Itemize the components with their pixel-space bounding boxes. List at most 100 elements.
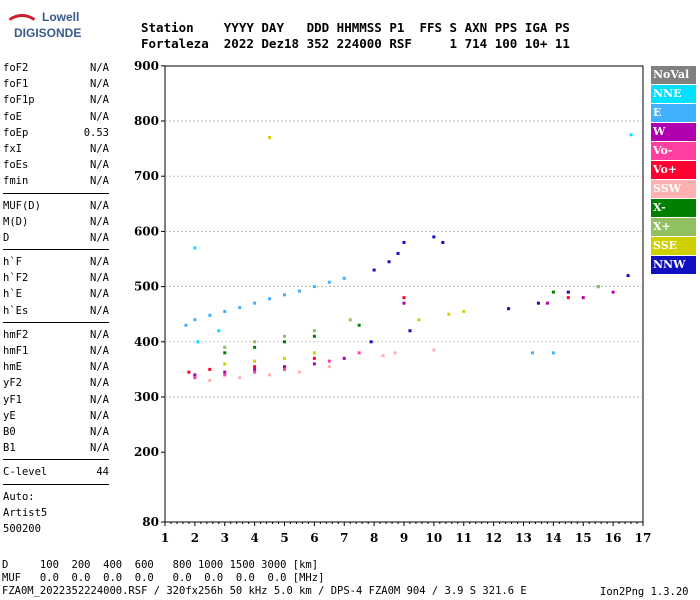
header-line1: Station YYYY DAY DDD HHMMSS P1 FFS S AXN…: [141, 20, 570, 35]
param-value: N/A: [90, 361, 109, 374]
param-row-md: M(D) N/A: [3, 214, 109, 230]
echo-point-vo: [283, 367, 286, 371]
echo-point-w: [342, 356, 346, 360]
param-name: h`Es: [3, 304, 29, 317]
auto-line1: Auto:: [3, 490, 35, 503]
x-tick-label-11: 11: [455, 531, 472, 545]
param-name: B1: [3, 442, 16, 455]
param-name: yF2: [3, 377, 22, 390]
param-name: h`E: [3, 288, 22, 301]
param-value: N/A: [90, 425, 109, 438]
echo-point-w: [193, 373, 197, 377]
auto-line2: Artist5: [3, 506, 48, 519]
echo-point-e: [253, 301, 257, 305]
echo-point-x: [596, 285, 600, 289]
param-name: hmF2: [3, 328, 29, 341]
param-name: foEp: [3, 126, 29, 139]
param-value: N/A: [90, 272, 109, 285]
x-tick-label-7: 7: [340, 531, 348, 545]
legend-item-nne: NNE: [651, 85, 696, 103]
legend-item-vo: Vo+: [651, 161, 696, 179]
param-value: N/A: [90, 94, 109, 107]
x-tick-label-9: 9: [400, 531, 408, 545]
param-name: B0: [3, 425, 16, 438]
param-row-mufd: MUF(D) N/A: [3, 198, 109, 214]
echo-point-nnw: [626, 274, 630, 278]
echo-point-sse: [417, 318, 421, 322]
y-tick-label-80: 80: [142, 515, 159, 529]
param-value: N/A: [90, 175, 109, 188]
param-name: foF1: [3, 78, 29, 91]
legend-item-x: X+: [651, 218, 696, 236]
echo-point-nnw: [432, 235, 436, 239]
echo-point-ssw: [432, 348, 436, 352]
param-name: foF1p: [3, 94, 35, 107]
echo-point-ssw: [208, 378, 212, 382]
clevel-name: C-level: [3, 466, 48, 479]
x-tick-label-5: 5: [280, 531, 288, 545]
echo-point-nne: [196, 340, 200, 344]
y-tick-label-900: 900: [134, 59, 159, 73]
echo-point-sse: [462, 309, 466, 313]
echo-point-x: [357, 323, 361, 327]
echo-point-e: [208, 313, 212, 317]
echo-point-ssw: [327, 365, 331, 369]
footer-distance-row: D 100 200 400 600 800 1000 1500 3000 [km…: [2, 559, 319, 571]
y-tick-label-200: 200: [134, 445, 159, 459]
param-value: N/A: [90, 442, 109, 455]
param-row-he: h`E N/A: [3, 286, 109, 302]
x-tick-label-17: 17: [635, 531, 652, 545]
echo-point-nnw: [507, 307, 511, 311]
echo-point-w: [611, 290, 615, 294]
echo-point-e: [551, 351, 555, 355]
params-group-critical-frequencies: foF2 N/A foF1 N/A foF1p N/A foE N/A foEp 0.53 fxI N…: [3, 60, 109, 190]
param-value: N/A: [90, 304, 109, 317]
echo-point-vo: [312, 356, 316, 360]
echo-point-vo: [566, 296, 570, 300]
x-tick-label-15: 15: [575, 531, 592, 545]
scaled-parameters-panel: foF2 N/A foF1 N/A foF1p N/A foE N/A foEp 0.53 fxI N…: [3, 60, 109, 537]
param-row-hf: h`F N/A: [3, 254, 109, 270]
echo-point-vo: [193, 376, 197, 380]
echo-point-x: [312, 334, 316, 338]
x-tick-label-14: 14: [545, 531, 562, 545]
legend-item-sse: SSE: [651, 237, 696, 255]
auto-line3: 500200: [3, 522, 41, 535]
divider: [3, 249, 109, 251]
echo-point-sse: [447, 312, 451, 316]
echo-point-nnw: [402, 240, 406, 244]
echo-point-x: [253, 345, 257, 349]
param-row-hmf1: hmF1 N/A: [3, 343, 109, 359]
param-name: hmF1: [3, 345, 29, 357]
legend-item-ssw: SSW: [651, 180, 696, 198]
param-name: foEs: [3, 159, 29, 172]
divider: [3, 459, 109, 461]
param-value: N/A: [90, 78, 109, 91]
plot-frame: [164, 65, 644, 523]
echo-point-w: [283, 365, 286, 369]
param-name: fmin: [3, 175, 29, 188]
echo-point-vo: [253, 370, 257, 374]
echo-point-x: [223, 345, 227, 349]
echo-point-vo: [402, 296, 406, 300]
echo-point-w: [253, 367, 257, 371]
param-row-hme: hmE N/A: [3, 359, 109, 375]
param-name: yE: [3, 409, 16, 422]
clevel-row: C-level 44: [3, 464, 109, 480]
echo-point-nnw: [369, 340, 373, 344]
param-value: N/A: [90, 199, 109, 212]
echo-point-e: [530, 351, 534, 355]
echo-point-nnw: [396, 251, 400, 255]
echo-point-vo: [223, 373, 227, 377]
echo-point-w: [223, 370, 227, 374]
header-line2: Fortaleza 2022 Dez18 352 224000 RSF 1 71…: [141, 36, 570, 51]
param-row-fof1: foF1 N/A: [3, 76, 109, 92]
param-row-b1: B1 N/A: [3, 440, 109, 456]
param-row-fmin: fmin N/A: [3, 173, 109, 189]
param-name: h`F: [3, 256, 22, 269]
param-row-b0: B0 N/A: [3, 424, 109, 440]
params-group-virtual-heights: h`F N/A h`F2 N/A h`E N/A h`Es N/A: [3, 254, 109, 319]
echo-point-e: [342, 276, 346, 280]
param-value: N/A: [90, 288, 109, 301]
